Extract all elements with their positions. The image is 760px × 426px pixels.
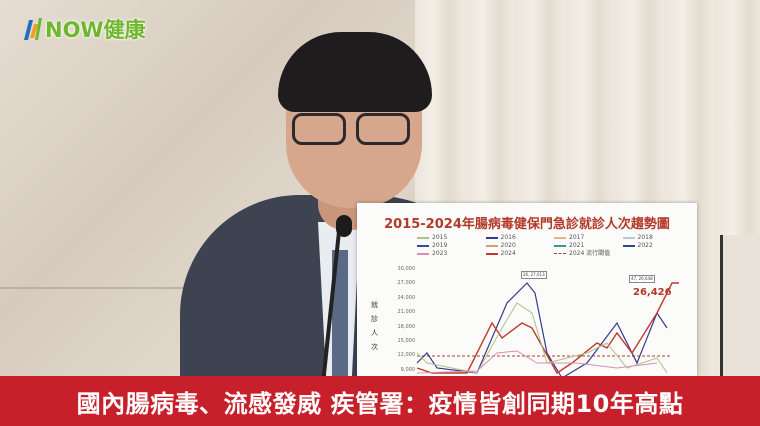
hair xyxy=(278,32,432,112)
legend-swatch xyxy=(554,252,566,255)
y-tick-label: 12,000 xyxy=(397,352,416,359)
legend-swatch xyxy=(417,244,429,247)
legend-swatch xyxy=(485,236,498,239)
legend-label: 2019 xyxy=(432,242,448,249)
line-2024 xyxy=(416,282,679,375)
legend-label: 2021 xyxy=(569,242,585,249)
legend-label: 2017 xyxy=(569,234,585,241)
legend-item: 2022 xyxy=(622,242,688,249)
y-tick-label: 18,000 xyxy=(397,323,416,330)
logo-text: NOW健康 xyxy=(45,18,146,42)
legend-swatch xyxy=(417,252,429,255)
poster-lines xyxy=(416,282,679,376)
line-2023 xyxy=(416,350,658,374)
y-tick-label: 15,000 xyxy=(397,338,416,345)
callout-peak-2024: 47, 26,648 xyxy=(629,275,655,283)
y-tick-label: 27,000 xyxy=(397,280,416,287)
legend-item: 2024 流行閾值 xyxy=(554,250,619,257)
legend-item: 2021 xyxy=(554,242,619,249)
legend-item: 2023 xyxy=(417,250,482,257)
legend-label: 2016 xyxy=(500,234,516,241)
legend-item: 2024 xyxy=(485,250,551,257)
legend-swatch xyxy=(622,236,635,239)
poster-legend: 2015 2016 2017 2018 2019 2020 2021 2022 2023 2024… xyxy=(417,234,687,257)
y-tick-label: 24,000 xyxy=(397,294,416,301)
y-tick-label: 21,000 xyxy=(397,309,416,316)
legend-label: 2018 xyxy=(637,234,653,241)
now-health-logo: NOW健康 xyxy=(20,14,146,44)
legend-item: 2020 xyxy=(485,242,551,249)
legend-item: 2017 xyxy=(554,234,619,241)
y-tick-label: 30,000 xyxy=(397,266,416,272)
legend-item: 2015 xyxy=(417,234,482,241)
legend-item: 2018 xyxy=(622,234,688,241)
tie xyxy=(332,250,348,376)
legend-swatch xyxy=(485,252,498,255)
poster-title: 2015-2024年腸病毒健保門急診就診人次趨勢圖 xyxy=(384,217,670,232)
legend-label: 2015 xyxy=(432,234,448,241)
glasses xyxy=(292,113,414,145)
latest-value: 26,426 xyxy=(633,287,672,298)
legend-swatch xyxy=(622,244,635,247)
legend-swatch xyxy=(417,236,429,239)
person-edge xyxy=(720,235,760,376)
legend-item: 2016 xyxy=(485,234,551,241)
legend-label: 2023 xyxy=(432,250,448,257)
headline-banner: 國內腸病毒、流感發威 疾管署：疫情皆創同期10年高點 xyxy=(0,376,760,426)
legend-swatch xyxy=(485,244,498,247)
legend-label: 2024 流行閾值 xyxy=(569,250,611,257)
callout-peak-2016: 26, 27,013 xyxy=(521,271,547,279)
legend-swatch xyxy=(554,244,566,247)
logo-mark-icon xyxy=(24,18,42,40)
legend-label: 2020 xyxy=(500,242,516,249)
line-2016 xyxy=(416,282,668,376)
legend-label: 2024 xyxy=(500,250,516,257)
chart-poster: 2015-2024年腸病毒健保門急診就診人次趨勢圖 2015 2016 2017 20… xyxy=(357,203,697,376)
legend-swatch xyxy=(554,236,566,239)
poster-y-label: 就診人次 xyxy=(371,301,378,351)
microphone-icon xyxy=(336,215,352,237)
headline-text: 國內腸病毒、流感發威 疾管署：疫情皆創同期10年高點 xyxy=(76,389,684,418)
y-tick-label: 9,000 xyxy=(400,366,415,373)
wall-seam xyxy=(0,287,300,289)
legend-item: 2019 xyxy=(417,242,482,249)
poster-y-axis: 30,000 27,000 24,000 21,000 18,000 15,000 12,0… xyxy=(387,262,416,376)
legend-label: 2022 xyxy=(637,242,653,249)
